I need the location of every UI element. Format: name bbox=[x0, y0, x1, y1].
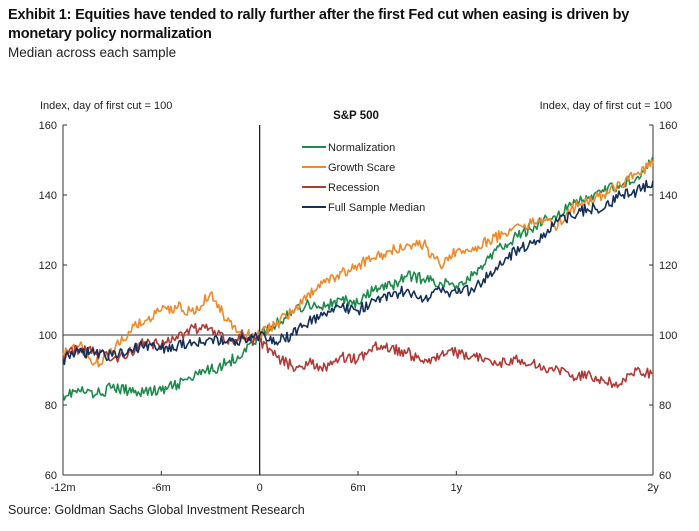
x-tick-label: -12m bbox=[50, 482, 75, 494]
legend: Normalization Growth Scare Recession Full S… bbox=[302, 142, 425, 214]
legend-label-normalization: Normalization bbox=[328, 142, 395, 154]
x-tick-label: 1y bbox=[451, 482, 463, 494]
y-tick-label-left: 100 bbox=[39, 330, 57, 342]
series-line-growth-scare bbox=[62, 158, 654, 368]
legend-label-recession: Recession bbox=[328, 182, 379, 194]
series-lines bbox=[62, 156, 654, 401]
reference-lines bbox=[63, 125, 653, 475]
axis-ticks: 60 60 80 80 100 100 120 120 140 140 160 160 -12m -6m 0… bbox=[39, 120, 678, 494]
x-tick-label: 2y bbox=[647, 482, 659, 494]
exhibit-subtitle: Median across each sample bbox=[8, 45, 177, 60]
y-axis-label-left: Index, day of first cut = 100 bbox=[40, 100, 172, 112]
y-tick-label-left: 120 bbox=[39, 260, 57, 272]
y-tick-label-right: 60 bbox=[659, 470, 671, 482]
y-tick-label-right: 80 bbox=[659, 400, 671, 412]
y-tick-label-left: 140 bbox=[39, 190, 57, 202]
plot-frame bbox=[62, 125, 654, 476]
y-tick-label-right: 160 bbox=[659, 120, 677, 132]
x-tick-label: 6m bbox=[350, 482, 365, 494]
y-tick-label-left: 160 bbox=[39, 120, 57, 132]
source-note: Source: Goldman Sachs Global Investment … bbox=[8, 503, 305, 517]
y-axis-label-right: Index, day of first cut = 100 bbox=[540, 100, 672, 112]
legend-label-full-sample-median: Full Sample Median bbox=[328, 202, 425, 214]
series-line-normalization bbox=[62, 156, 654, 401]
y-tick-label-right: 100 bbox=[659, 330, 677, 342]
series-line-recession bbox=[62, 322, 653, 389]
exhibit-title: Exhibit 1: Equities have tended to rally… bbox=[8, 7, 630, 42]
chart-title: S&P 500 bbox=[333, 110, 379, 122]
series-line-full-sample-median bbox=[62, 179, 654, 366]
y-tick-label-right: 120 bbox=[659, 260, 677, 272]
y-tick-label-left: 80 bbox=[45, 400, 57, 412]
y-tick-label-left: 60 bbox=[45, 470, 57, 482]
x-tick-label: -6m bbox=[152, 482, 171, 494]
y-tick-label-right: 140 bbox=[659, 190, 677, 202]
legend-label-growth-scare: Growth Scare bbox=[328, 162, 395, 174]
x-tick-label: 0 bbox=[257, 482, 263, 494]
